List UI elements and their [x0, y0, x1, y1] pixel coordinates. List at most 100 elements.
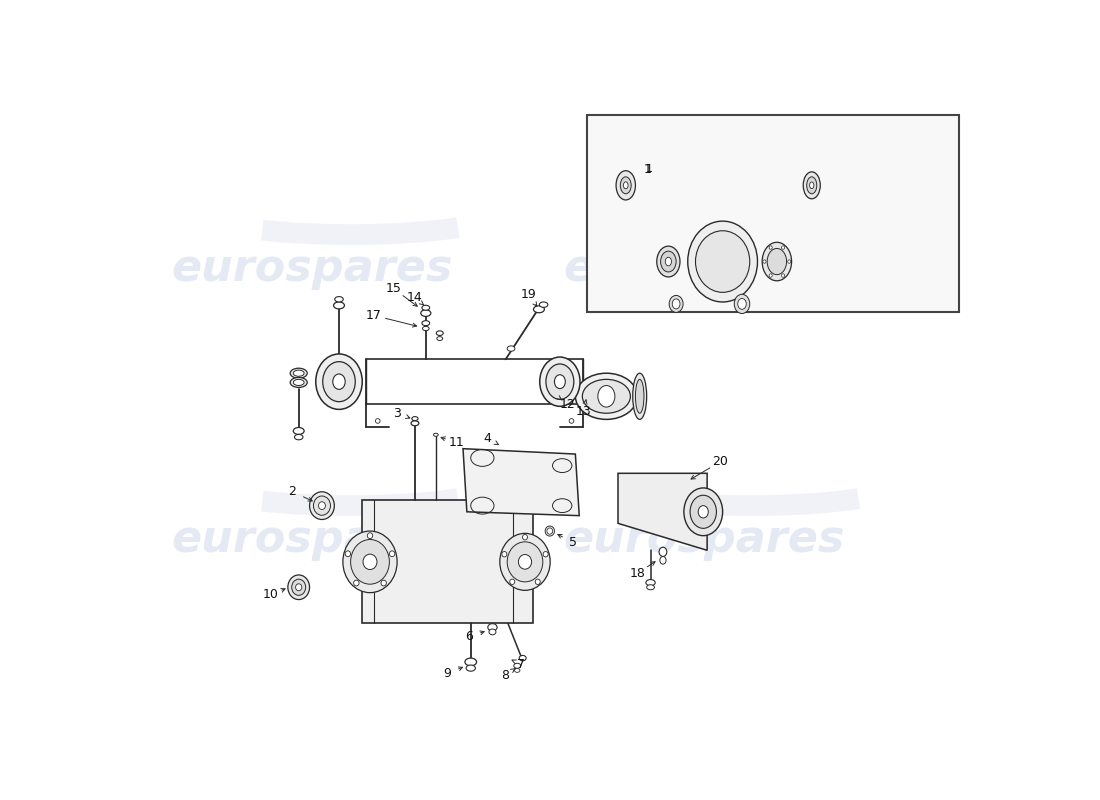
- Ellipse shape: [803, 172, 821, 198]
- Ellipse shape: [810, 182, 814, 189]
- Ellipse shape: [309, 492, 334, 519]
- Ellipse shape: [422, 306, 430, 310]
- Ellipse shape: [422, 326, 429, 330]
- Ellipse shape: [575, 373, 637, 419]
- Ellipse shape: [763, 260, 766, 263]
- Ellipse shape: [389, 551, 395, 557]
- Ellipse shape: [411, 417, 418, 421]
- Text: 17: 17: [366, 309, 382, 322]
- Text: 20: 20: [713, 455, 728, 468]
- Ellipse shape: [554, 374, 565, 389]
- Ellipse shape: [314, 496, 330, 515]
- Ellipse shape: [781, 274, 784, 278]
- Ellipse shape: [534, 306, 544, 313]
- Text: 9: 9: [443, 667, 451, 680]
- Ellipse shape: [375, 418, 381, 423]
- Ellipse shape: [536, 579, 540, 585]
- Ellipse shape: [316, 354, 362, 410]
- Ellipse shape: [294, 370, 304, 376]
- Ellipse shape: [788, 260, 791, 263]
- Text: 5: 5: [569, 536, 578, 549]
- Ellipse shape: [569, 418, 574, 423]
- Ellipse shape: [624, 182, 628, 189]
- Text: 12: 12: [560, 398, 575, 410]
- Ellipse shape: [509, 579, 515, 585]
- Ellipse shape: [518, 554, 531, 569]
- Ellipse shape: [616, 170, 636, 200]
- Ellipse shape: [695, 230, 750, 292]
- Ellipse shape: [353, 580, 359, 586]
- Ellipse shape: [490, 629, 496, 635]
- Ellipse shape: [499, 534, 550, 590]
- Ellipse shape: [546, 364, 574, 399]
- Ellipse shape: [294, 379, 304, 386]
- Text: eurospares: eurospares: [172, 247, 453, 290]
- Ellipse shape: [646, 579, 656, 586]
- Ellipse shape: [522, 534, 528, 540]
- Ellipse shape: [769, 246, 772, 250]
- Text: eurospares: eurospares: [563, 247, 845, 290]
- Ellipse shape: [781, 246, 784, 250]
- Ellipse shape: [769, 274, 772, 278]
- Ellipse shape: [669, 295, 683, 312]
- Text: 19: 19: [521, 288, 537, 301]
- Ellipse shape: [295, 434, 302, 440]
- Ellipse shape: [437, 337, 442, 341]
- Ellipse shape: [657, 246, 680, 277]
- Ellipse shape: [502, 551, 507, 557]
- Ellipse shape: [698, 506, 708, 518]
- Ellipse shape: [647, 585, 654, 590]
- Ellipse shape: [465, 658, 476, 666]
- Ellipse shape: [319, 502, 326, 510]
- Ellipse shape: [620, 177, 631, 194]
- Bar: [587, 115, 959, 311]
- Ellipse shape: [582, 379, 630, 414]
- Ellipse shape: [290, 368, 307, 378]
- Ellipse shape: [437, 331, 443, 335]
- Text: 6: 6: [465, 630, 473, 643]
- Text: 13: 13: [575, 405, 591, 418]
- Ellipse shape: [487, 624, 497, 631]
- Ellipse shape: [333, 302, 344, 309]
- Ellipse shape: [381, 580, 386, 586]
- Ellipse shape: [539, 302, 548, 307]
- Ellipse shape: [363, 554, 377, 570]
- Ellipse shape: [735, 294, 750, 314]
- Ellipse shape: [762, 242, 792, 281]
- Ellipse shape: [636, 379, 644, 414]
- Ellipse shape: [422, 321, 430, 326]
- Ellipse shape: [345, 551, 351, 557]
- Ellipse shape: [433, 434, 438, 436]
- Text: 11: 11: [449, 436, 464, 449]
- Text: 7: 7: [517, 658, 525, 670]
- Ellipse shape: [598, 386, 615, 407]
- Ellipse shape: [806, 177, 817, 194]
- Text: eurospares: eurospares: [172, 518, 453, 561]
- Ellipse shape: [343, 531, 397, 593]
- Text: 10: 10: [263, 589, 278, 602]
- Text: 2: 2: [288, 486, 296, 498]
- Ellipse shape: [466, 665, 475, 671]
- Ellipse shape: [540, 357, 580, 406]
- Ellipse shape: [690, 495, 716, 528]
- Ellipse shape: [507, 542, 542, 582]
- Polygon shape: [618, 474, 707, 550]
- Ellipse shape: [672, 299, 680, 309]
- Text: eurospares: eurospares: [563, 518, 845, 561]
- Ellipse shape: [514, 663, 520, 668]
- Polygon shape: [362, 500, 532, 623]
- Ellipse shape: [290, 378, 307, 387]
- Ellipse shape: [367, 533, 373, 538]
- Text: 1: 1: [646, 164, 652, 174]
- Ellipse shape: [632, 373, 647, 419]
- Ellipse shape: [333, 374, 345, 390]
- Polygon shape: [463, 449, 580, 516]
- Text: 8: 8: [502, 669, 509, 682]
- Ellipse shape: [507, 346, 515, 351]
- Ellipse shape: [684, 488, 723, 536]
- Ellipse shape: [767, 249, 786, 274]
- Text: 1: 1: [644, 162, 651, 176]
- Ellipse shape: [288, 575, 309, 599]
- Ellipse shape: [738, 298, 746, 310]
- Ellipse shape: [421, 310, 431, 317]
